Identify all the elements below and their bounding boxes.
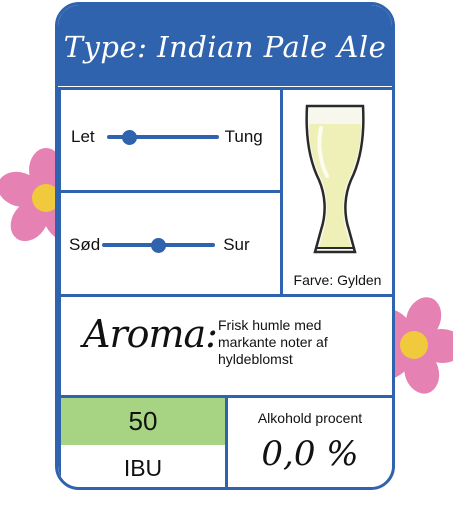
aroma-description: Frisk humle med markante noter af hyldeb…: [218, 317, 328, 367]
card-header: Type: Indian Pale Ale: [58, 5, 392, 86]
taste-scale-knob[interactable]: [151, 237, 167, 253]
color-label: Farve: Gylden: [293, 272, 382, 288]
aroma-heading: Aroma:: [83, 312, 218, 356]
taste-scale-cell: Sød Sur: [58, 190, 283, 297]
alcohol-label: Alkohold procent: [257, 410, 363, 426]
taste-scale-right-label: Sur: [223, 235, 250, 254]
body-scale-cell: Let Tung: [58, 87, 283, 193]
beer-glass-icon: [305, 104, 365, 254]
flower-left-icon: [0, 148, 60, 242]
aroma-cell: Aroma: Frisk humle med markante noter af…: [58, 294, 392, 398]
ibu-cell: 50 IBU: [58, 395, 228, 487]
body-scale-knob[interactable]: [121, 129, 137, 145]
color-cell: Farve: Gylden: [280, 87, 392, 297]
body-scale: Let Tung: [71, 127, 263, 147]
taste-scale: Sød Sur: [69, 235, 250, 255]
body-scale-right-label: Tung: [224, 127, 263, 146]
taste-scale-left-label: Sød: [69, 235, 101, 254]
body-scale-left-label: Let: [71, 127, 95, 146]
alcohol-cell: Alkohold procent 0,0 %: [225, 395, 392, 487]
beer-type-title: Type: Indian Pale Ale: [63, 29, 387, 64]
alcohol-value: 0,0 %: [261, 434, 359, 474]
ibu-value: 50: [61, 398, 225, 445]
taste-scale-track[interactable]: [102, 237, 216, 253]
body-scale-track[interactable]: [106, 129, 219, 145]
beer-card: Type: Indian Pale Ale Let Tung Sød Sur: [55, 2, 395, 490]
ibu-unit: IBU: [123, 454, 163, 481]
